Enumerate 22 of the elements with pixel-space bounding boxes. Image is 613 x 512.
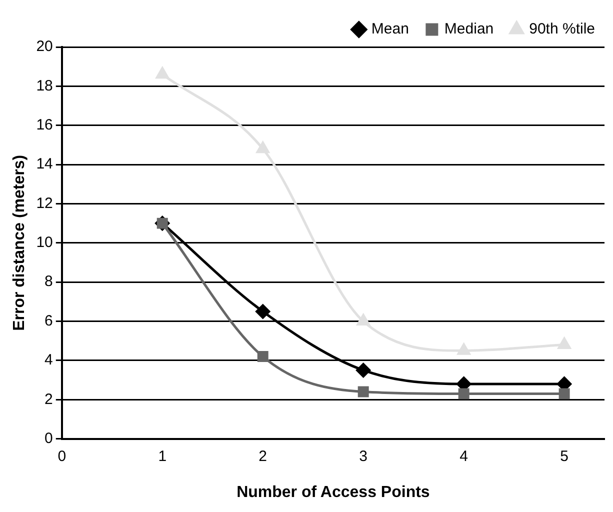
legend-label: Median <box>444 20 494 38</box>
x-tick-label: 2 <box>258 448 268 465</box>
legend-label: 90th %tile <box>529 20 595 38</box>
legend-label: Mean <box>371 20 409 38</box>
y-axis-title: Error distance (meters) <box>11 154 28 331</box>
x-tick-label: 3 <box>359 448 368 465</box>
y-tick-label: 6 <box>44 312 53 330</box>
y-tick-label: 0 <box>44 430 53 447</box>
y-tick-label: 14 <box>36 156 53 173</box>
y-tick-label: 8 <box>44 273 53 290</box>
y-tick-label: 4 <box>44 352 53 369</box>
y-tick-label: 16 <box>36 116 53 134</box>
y-tick-label: 10 <box>36 234 53 252</box>
y-tick-label: 2 <box>44 390 53 408</box>
x-tick-label: 0 <box>58 448 66 465</box>
y-tick-label: 20 <box>36 38 53 56</box>
x-tick-label: 1 <box>158 448 167 465</box>
x-axis-title: Number of Access Points <box>236 484 430 501</box>
y-tick-label: 18 <box>36 77 53 94</box>
y-tick-label: 12 <box>36 194 53 212</box>
x-tick-label: 4 <box>460 448 468 465</box>
x-tick-label: 5 <box>560 448 568 465</box>
